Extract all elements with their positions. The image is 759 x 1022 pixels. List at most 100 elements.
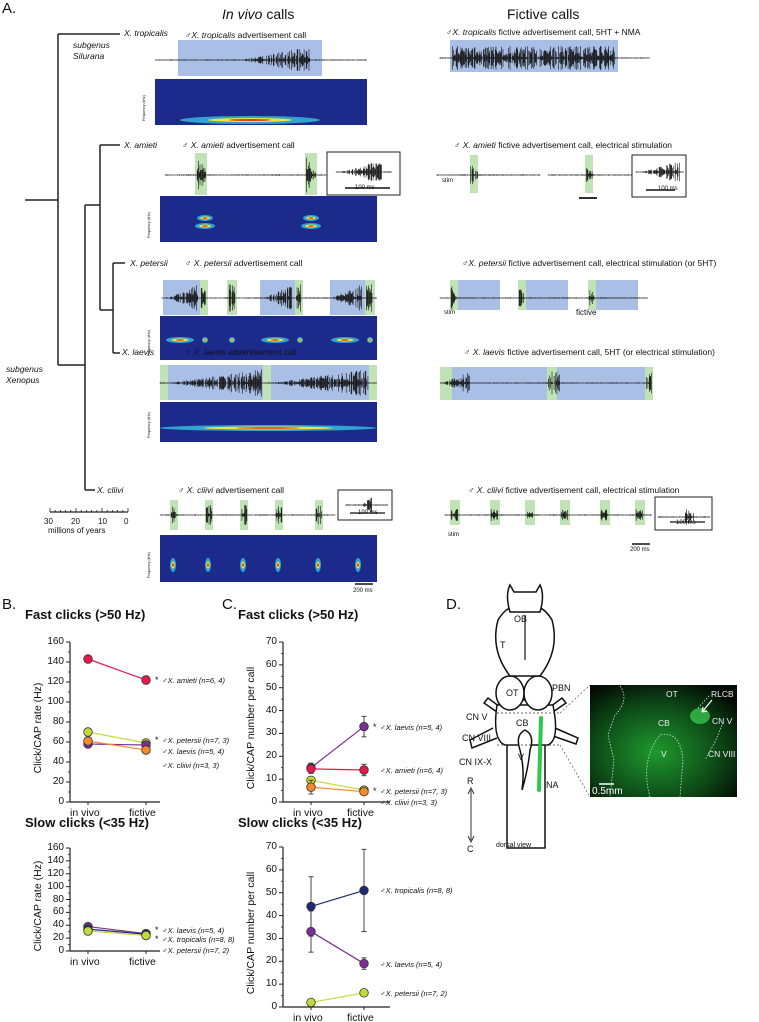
y-axis-label: Click/CAP rate (Hz) [32, 682, 44, 774]
series-label: ♂X. amieti (n=6, 4) [162, 676, 225, 685]
data-point [359, 988, 369, 998]
tree-species: X. cliivi [97, 485, 124, 495]
subgenus-silurana: subgenus Silurana [73, 40, 110, 62]
brain-region-label: V [518, 752, 525, 762]
view-label: dorsal view [496, 842, 532, 849]
photo-region-label: CN VIII [708, 749, 736, 759]
fictive-title: ♂X. tropicalis fictive advertisement cal… [446, 27, 640, 37]
highlight-green [369, 365, 377, 400]
series-label: ♂X. amieti (n=6, 4) [380, 766, 443, 775]
inset-scale-label: 100 ms [676, 520, 696, 526]
series-label: ♂X. laevis (n=5, 4) [162, 925, 225, 935]
spectrogram-energy [175, 339, 185, 341]
y-tick-label: 40 [52, 756, 64, 767]
species: X. petersii [468, 258, 507, 268]
male-symbol: ♂ [446, 27, 453, 37]
series-label: ♂X. tropicalis (n=8, 8) [162, 935, 235, 945]
scale-tick: 30 [44, 517, 53, 526]
spectrogram-energy [299, 339, 301, 341]
significance-star: * [373, 721, 377, 732]
y-tick-label: 40 [265, 909, 277, 921]
chart-title: Fast clicks (>50 Hz) [25, 607, 146, 622]
data-point [306, 997, 316, 1008]
x-tick-label: in vivo [70, 807, 100, 819]
brain-region-label: CN V [466, 712, 488, 722]
y-axis-label: Click/CAP rate (Hz) [32, 860, 44, 951]
species: X. petersii [193, 258, 232, 268]
subgenus-word: subgenus [73, 40, 110, 50]
brain-region-label: PBN [552, 683, 571, 693]
arrow-icon [701, 699, 713, 713]
series-line [87, 743, 147, 746]
spectrogram-energy [357, 563, 359, 567]
data-point [141, 930, 151, 941]
cranial-nerves-outline [469, 696, 579, 750]
species: X. laevis [193, 347, 226, 357]
highlight-green [588, 280, 596, 310]
species: X. cliivi [186, 485, 214, 495]
data-point [141, 675, 151, 685]
highlight-green [263, 365, 271, 400]
y-tick-label: 20 [265, 750, 277, 762]
brain-region-label: NA [546, 780, 559, 790]
spectrogram-energy [308, 225, 314, 227]
in-vivo-title: ♂X. tropicalis advertisement call [185, 30, 306, 40]
y-tick-label: 0 [58, 796, 64, 807]
data-point [359, 787, 369, 797]
y-tick-label: 0 [58, 945, 64, 956]
series-label: ♂X. laevis (n=5, 4) [380, 722, 443, 732]
x-tick-label: fictive [347, 1012, 374, 1022]
spectrogram-axis-label: Frequency (kHz) [142, 95, 146, 121]
highlight-blue [458, 280, 500, 310]
olfactory-bulb-outline [506, 583, 544, 613]
data-point [306, 926, 316, 937]
tree-species: X. petersii [130, 258, 168, 268]
zoom-line [559, 684, 591, 714]
series-line [310, 889, 365, 908]
spectrogram-energy [202, 225, 208, 227]
inset-box [654, 496, 713, 531]
series-line [310, 779, 365, 791]
series-label: ♂X. petersii (n=7, 3) [380, 787, 448, 797]
spectrogram-axis-label: Frequency (kHz) [147, 212, 151, 238]
highlight-blue [526, 280, 568, 310]
significance-star: * [155, 675, 159, 685]
y-tick-label: 10 [265, 978, 277, 990]
inset-scale-label: 100 ms [658, 186, 678, 192]
highlight-blue [596, 280, 638, 310]
spectrogram-axis-label: Frequency (kHz) [147, 412, 151, 438]
spectrogram-energy [277, 563, 279, 567]
photo-region-label: CB [658, 718, 670, 728]
axis-label-rostral: R [467, 776, 474, 786]
subgenus-name: Silurana [73, 51, 105, 61]
in-vivo-title: ♂ X. petersii advertisement call [185, 258, 302, 268]
title-rest: fictive advertisement call, 5HT (or elec… [504, 347, 715, 357]
y-tick-label: 30 [265, 932, 277, 944]
y-tick-label: 100 [47, 880, 64, 892]
significance-star: * [155, 924, 159, 935]
y-axis-label: Click/CAP number per call [245, 666, 257, 790]
fictive-header: Fictive calls [507, 6, 580, 22]
inset-scale-label: 100 ms [355, 185, 375, 191]
series-line [310, 726, 365, 769]
photo-region-label: OT [666, 689, 678, 699]
male-symbol: ♂ [182, 140, 189, 150]
x-tick-label: in vivo [293, 807, 323, 819]
panel-label-a: A. [2, 0, 17, 17]
title-rest: advertisement call [223, 140, 295, 150]
scale-label: 200 ms [630, 547, 650, 553]
in-vivo-title: ♂ X. cliivi advertisement call [178, 485, 284, 495]
x-tick-label: in vivo [293, 1012, 323, 1022]
spectrogram-axis-label: Frequency (kHz) [147, 330, 151, 356]
in-vivo-rest: calls [262, 6, 295, 22]
in-vivo-title: ♂ X. amieti advertisement call [182, 140, 295, 150]
photo-region-label: RLCB [711, 689, 734, 699]
subgenus-name: Xenopus [6, 375, 40, 385]
x-tick-label: fictive [129, 807, 156, 819]
photo-region-label: CN V [712, 716, 733, 726]
y-tick-label: 160 [47, 842, 64, 853]
y-tick-label: 40 [265, 704, 277, 716]
species: X. cliivi [476, 485, 504, 495]
x-tick-label: fictive [129, 956, 156, 968]
